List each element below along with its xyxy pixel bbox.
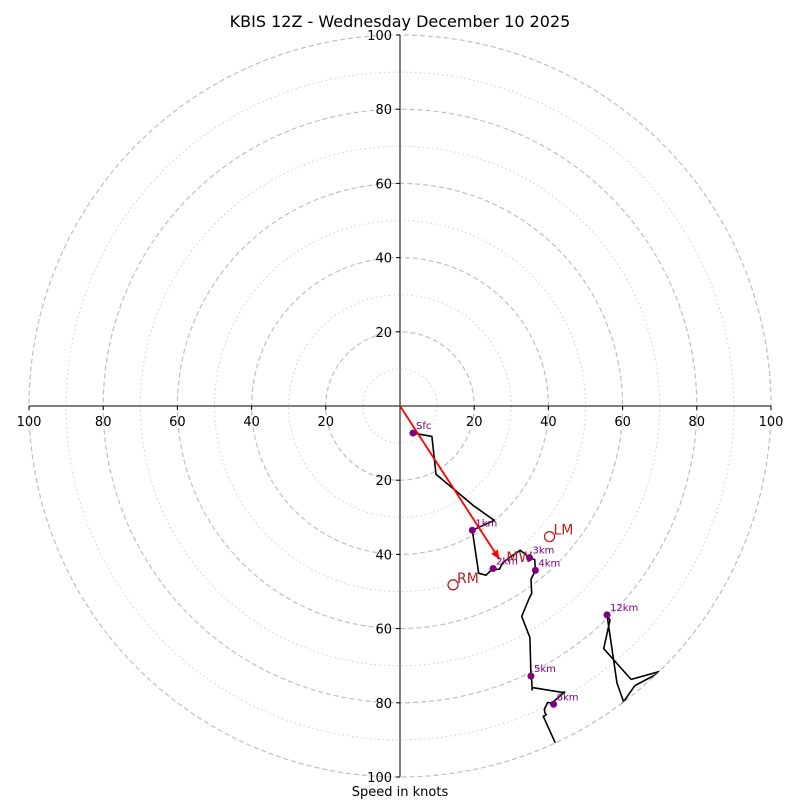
x-axis-label: Speed in knots [352,785,449,800]
y-tick-label-up: 80 [375,103,392,118]
height-marker-label: 3km [532,546,554,557]
height-marker [603,611,611,619]
tick-labels: 100 80 60 40 20 20 40 60 80 100 20 20 40 40 60 60 80 80 10… [17,29,784,786]
y-tick-label-down: 20 [375,474,392,489]
storm-motion-label: LM [554,523,574,539]
y-tick-label-up: 60 [375,177,392,192]
x-tick-label: 80 [95,415,112,430]
storm-motion-label: RM [457,571,479,587]
height-marker [531,566,539,574]
height-marker-label: 2km [496,556,518,567]
mean-wind-label: MW [506,550,532,566]
height-marker [468,526,476,534]
x-tick-label: 40 [243,415,260,430]
height-marker-label: 1km [475,518,497,529]
mean-wind: MW [399,405,533,566]
x-tick-label: 20 [466,415,483,430]
y-tick-label-down: 80 [375,697,392,712]
height-marker-label: 12km [610,603,638,614]
x-tick-label: 20 [318,415,335,430]
storm-motion-markers: LM RM [447,523,574,591]
y-tick-label-up: 20 [375,326,392,341]
x-tick-label: 60 [614,415,631,430]
x-tick-label: 80 [689,415,706,430]
height-marker [525,554,533,562]
height-marker [409,429,417,437]
height-marker-label: 4km [538,558,560,569]
x-tick-label: 40 [540,415,557,430]
height-marker-label: Sfc [416,421,431,432]
height-marker [550,700,558,708]
height-marker-label: 6km [557,692,579,703]
y-tick-label-up: 100 [367,29,392,44]
height-marker [489,564,497,572]
height-marker [527,672,535,680]
y-tick-label-down: 40 [375,548,392,563]
y-tick-label-down: 60 [375,623,392,638]
storm-motion-marker [447,579,459,591]
mean-wind-arrow [399,405,501,560]
x-tick-label: 100 [759,415,784,430]
y-tick-label-down: 100 [367,771,392,786]
chart-title: KBIS 12Z - Wednesday December 10 2025 [230,12,571,31]
x-tick-label: 100 [17,415,42,430]
x-tick-label: 60 [169,415,186,430]
height-marker-label: 5km [534,664,556,675]
mean-wind-arrowhead [491,549,500,560]
y-tick-label-up: 40 [375,252,392,267]
storm-motion-marker [543,530,556,543]
